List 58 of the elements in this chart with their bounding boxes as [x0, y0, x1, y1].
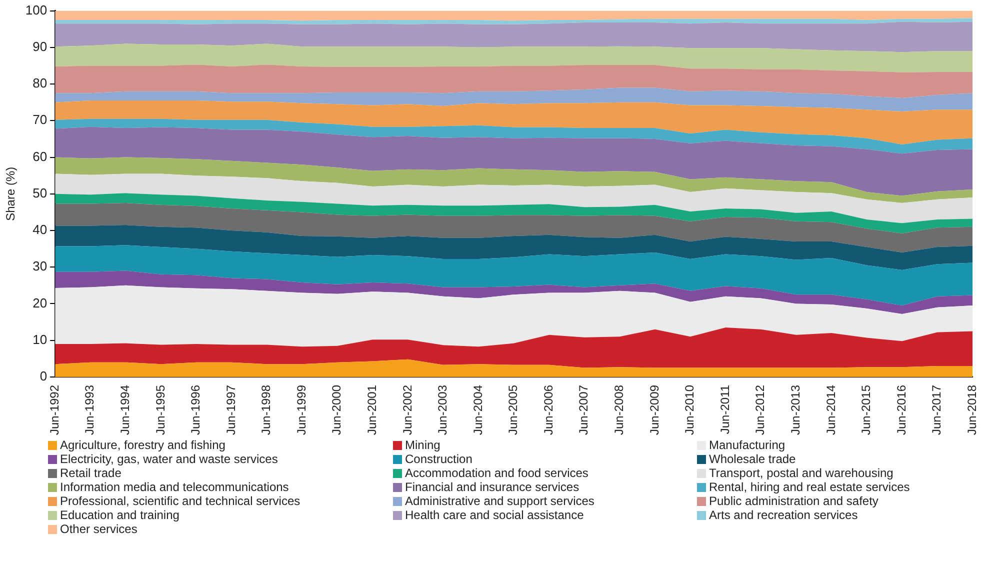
legend-label: Manufacturing [709, 438, 786, 452]
x-tick-label: Jun-2007 [576, 384, 591, 436]
x-tick-label: Jun-2005 [506, 384, 520, 436]
x-tick-label: Jun-2016 [894, 384, 908, 436]
x-tick-label: Jun-1993 [82, 384, 97, 436]
x-tick-label: Jun-2014 [824, 384, 838, 436]
x-tick-label: Jun-2003 [436, 384, 450, 436]
x-tick-label: Jun-2010 [682, 384, 697, 436]
x-tick-label: Jun-1999 [294, 384, 308, 436]
legend-label: Financial and insurance services [405, 480, 580, 494]
legend-label: Agriculture, forestry and fishing [60, 438, 226, 452]
x-tick-label: Jun-2017 [930, 384, 944, 436]
x-tick-label: Jun-1995 [153, 384, 168, 436]
y-tick-label: 40 [32, 222, 48, 238]
y-tick-label: 70 [32, 112, 48, 128]
x-tick-label: Jun-2015 [859, 384, 874, 436]
y-tick-label: 100 [25, 2, 48, 18]
y-tick-label: 30 [32, 258, 48, 274]
legend-label: Health care and social assistance [405, 508, 584, 522]
legend-label: Retail trade [60, 466, 122, 480]
y-tick-label: 60 [32, 148, 48, 164]
x-tick-label: Jun-2018 [964, 384, 979, 436]
x-tick-label: Jun-2002 [400, 384, 414, 436]
legend-label: Wholesale trade [709, 452, 796, 466]
y-axis-title: Share (%) [4, 166, 18, 221]
x-tick-label: Jun-2004 [470, 384, 485, 436]
legend-label: Transport, postal and warehousing [709, 466, 894, 480]
x-tick-label: Jun-2009 [647, 384, 662, 436]
x-tick-label: Jun-1996 [188, 384, 203, 436]
x-tick-label: Jun-1994 [118, 384, 132, 436]
legend-label: Information media and telecommunications [60, 480, 289, 494]
y-tick-label: 20 [32, 295, 48, 310]
legend-label: Mining [405, 438, 440, 452]
x-tick-label: Jun-2008 [612, 384, 626, 436]
legend-label: Professional, scientific and technical services [60, 494, 300, 508]
legend-label: Public administration and safety [709, 494, 878, 508]
x-tick-label: Jun-2012 [753, 384, 768, 436]
x-tick-label: Jun-2011 [718, 384, 732, 434]
x-tick-label: Jun-1998 [259, 384, 274, 436]
x-tick-label: Jun-2013 [788, 384, 802, 436]
legend-label: Rental, hiring and real estate services [709, 480, 910, 494]
x-tick-label: Jun-2000 [330, 384, 344, 436]
y-tick-label: 10 [32, 332, 48, 347]
x-tick-label: Jun-2006 [541, 384, 556, 436]
legend-label: Electricity, gas, water and waste services [60, 452, 278, 466]
y-tick-label: 50 [32, 185, 48, 200]
legend-label: Construction [405, 452, 472, 466]
x-tick-label: Jun-1997 [224, 384, 238, 436]
legend-label: Education and training [60, 508, 180, 522]
legend-label: Administrative and support services [405, 494, 594, 508]
x-tick-label: Jun-1992 [47, 384, 62, 436]
y-tick-label: 90 [32, 38, 48, 54]
x-tick-label: Jun-2001 [365, 384, 379, 436]
y-tick-label: 0 [40, 368, 48, 384]
legend-label: Accommodation and food services [405, 466, 588, 480]
legend-label: Other services [60, 522, 138, 536]
legend-label: Arts and recreation services [709, 508, 858, 522]
y-tick-label: 80 [32, 76, 48, 91]
